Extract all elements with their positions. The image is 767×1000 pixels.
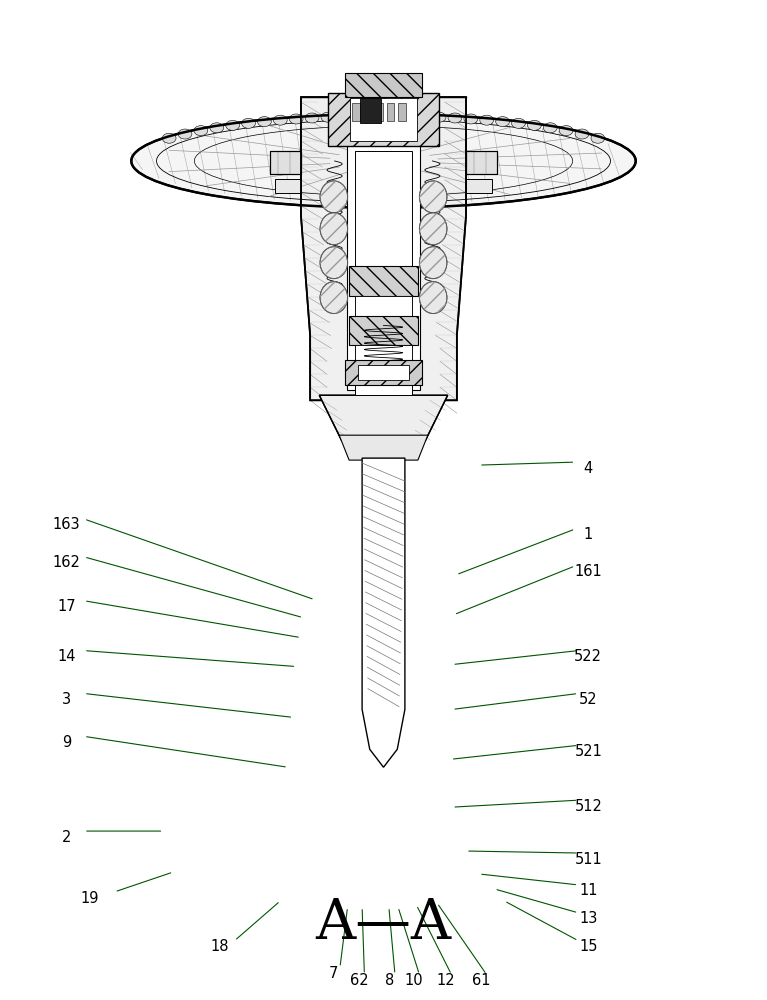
- Bar: [355, 296, 412, 316]
- Text: 15: 15: [579, 939, 597, 954]
- Text: 162: 162: [52, 555, 81, 570]
- Ellipse shape: [464, 114, 478, 124]
- Ellipse shape: [320, 181, 347, 213]
- Text: 9: 9: [61, 735, 71, 750]
- Polygon shape: [319, 395, 448, 440]
- Ellipse shape: [420, 282, 447, 314]
- Ellipse shape: [420, 181, 447, 213]
- Ellipse shape: [194, 126, 208, 136]
- Ellipse shape: [305, 113, 319, 123]
- Polygon shape: [301, 97, 466, 400]
- Ellipse shape: [495, 117, 509, 127]
- Bar: [364, 103, 371, 121]
- Bar: [355, 345, 412, 360]
- Text: 4: 4: [584, 461, 593, 476]
- Bar: [349, 266, 418, 296]
- Ellipse shape: [416, 112, 430, 122]
- Ellipse shape: [559, 126, 573, 136]
- Ellipse shape: [337, 112, 351, 122]
- Ellipse shape: [163, 133, 176, 143]
- Bar: [345, 360, 422, 385]
- Ellipse shape: [242, 118, 255, 128]
- Text: 512: 512: [574, 799, 602, 814]
- Polygon shape: [362, 458, 405, 767]
- Ellipse shape: [448, 113, 462, 123]
- Text: 3: 3: [62, 692, 71, 707]
- Ellipse shape: [543, 123, 557, 133]
- Ellipse shape: [289, 114, 303, 124]
- Ellipse shape: [400, 111, 414, 121]
- Ellipse shape: [369, 111, 383, 121]
- Ellipse shape: [320, 247, 347, 279]
- Ellipse shape: [420, 247, 447, 279]
- Text: A—A: A—A: [315, 896, 452, 951]
- Text: 8: 8: [385, 973, 394, 988]
- Ellipse shape: [225, 120, 239, 130]
- Polygon shape: [271, 151, 301, 174]
- Ellipse shape: [528, 120, 542, 130]
- Ellipse shape: [384, 111, 398, 121]
- Ellipse shape: [321, 112, 335, 122]
- Bar: [398, 103, 406, 121]
- Bar: [375, 103, 383, 121]
- Text: 511: 511: [574, 852, 602, 866]
- Ellipse shape: [178, 129, 192, 139]
- Text: 10: 10: [405, 973, 423, 988]
- Text: 13: 13: [579, 911, 597, 926]
- Text: 163: 163: [52, 517, 81, 532]
- Text: 522: 522: [574, 649, 602, 664]
- Text: 7: 7: [329, 966, 338, 981]
- Text: 62: 62: [350, 973, 368, 988]
- Ellipse shape: [210, 123, 224, 133]
- Ellipse shape: [480, 115, 494, 125]
- Polygon shape: [275, 179, 301, 193]
- Text: 61: 61: [472, 973, 491, 988]
- Ellipse shape: [131, 114, 636, 208]
- Bar: [387, 103, 394, 121]
- Ellipse shape: [591, 133, 604, 143]
- Polygon shape: [339, 435, 428, 460]
- Text: 14: 14: [57, 649, 76, 664]
- Ellipse shape: [353, 111, 367, 121]
- Text: 161: 161: [574, 564, 602, 579]
- Bar: [357, 365, 410, 380]
- Text: 18: 18: [210, 939, 229, 954]
- Bar: [345, 73, 422, 97]
- Text: 521: 521: [574, 744, 602, 759]
- Polygon shape: [466, 179, 492, 193]
- Text: 52: 52: [579, 692, 597, 707]
- Bar: [349, 316, 418, 345]
- Ellipse shape: [258, 117, 272, 127]
- Ellipse shape: [273, 115, 287, 125]
- Ellipse shape: [512, 118, 525, 128]
- Ellipse shape: [420, 213, 447, 245]
- Text: 11: 11: [579, 883, 597, 898]
- Text: 17: 17: [57, 599, 76, 614]
- Bar: [352, 103, 360, 121]
- Ellipse shape: [320, 282, 347, 314]
- Bar: [355, 151, 412, 395]
- Text: 2: 2: [61, 830, 71, 845]
- Text: 12: 12: [437, 973, 456, 988]
- Text: 1: 1: [584, 527, 593, 542]
- Bar: [347, 104, 420, 390]
- Text: 19: 19: [80, 891, 98, 906]
- Ellipse shape: [320, 213, 347, 245]
- Bar: [360, 98, 381, 123]
- Ellipse shape: [432, 112, 446, 122]
- Bar: [350, 98, 417, 141]
- Bar: [328, 93, 439, 146]
- Ellipse shape: [575, 129, 589, 139]
- Polygon shape: [466, 151, 496, 174]
